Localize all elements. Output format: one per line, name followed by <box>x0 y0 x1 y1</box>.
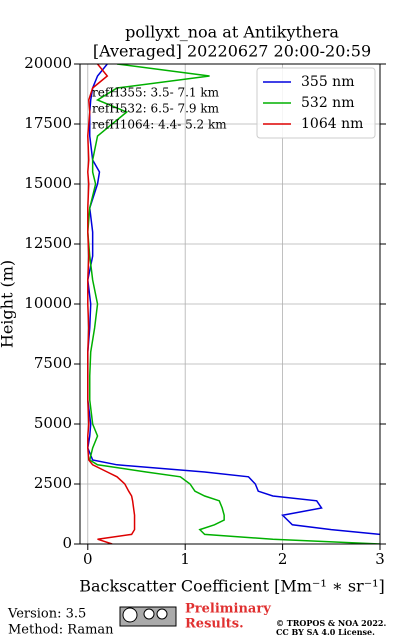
legend-box <box>256 67 376 139</box>
x-tick-label: 1 <box>180 550 190 568</box>
annotation: refH355: 3.5- 7.1 km <box>92 86 220 100</box>
legend-label: 1064 nm <box>301 116 363 132</box>
cc-logo <box>119 606 177 627</box>
y-tick-label: 15000 <box>24 174 72 192</box>
y-tick-label: 5000 <box>34 414 72 432</box>
annotation: refH532: 6.5- 7.9 km <box>92 102 220 116</box>
chart-subtitle: [Averaged] 20220627 20:00-20:59 <box>93 42 371 61</box>
x-tick-label: 2 <box>278 550 288 568</box>
y-tick-label: 20000 <box>24 54 72 72</box>
y-tick-label: 10000 <box>24 294 72 312</box>
annotation: refH1064: 4.4- 5.2 km <box>92 118 227 132</box>
method: Method: Raman <box>8 623 114 638</box>
y-tick-label: 2500 <box>34 474 72 492</box>
x-tick-label: 3 <box>375 550 385 568</box>
copyright: © TROPOS & NOA 2022. <box>276 618 386 628</box>
profile-line <box>87 64 136 544</box>
y-tick-label: 17500 <box>24 114 72 132</box>
x-axis-label: Backscatter Coefficient [Mm⁻¹ ∗ sr⁻¹] <box>79 577 385 596</box>
y-tick-label: 7500 <box>34 354 72 372</box>
preliminary: Preliminary <box>185 602 271 617</box>
legend-label: 532 nm <box>301 95 354 111</box>
plot-lines <box>87 64 380 544</box>
results: Results. <box>185 617 244 632</box>
version: Version: 3.5 <box>7 607 86 622</box>
y-tick-label: 12500 <box>24 234 72 252</box>
y-tick-label: 0 <box>62 534 72 552</box>
legend-label: 355 nm <box>301 74 354 90</box>
license: CC BY SA 4.0 License. <box>276 627 375 637</box>
x-tick-label: 0 <box>83 550 93 568</box>
plot-frame <box>79 63 381 545</box>
profile-line <box>87 64 380 544</box>
chart-title: pollyxt_noa at Antikythera <box>125 23 339 42</box>
y-axis-label: Height (m) <box>0 260 17 348</box>
